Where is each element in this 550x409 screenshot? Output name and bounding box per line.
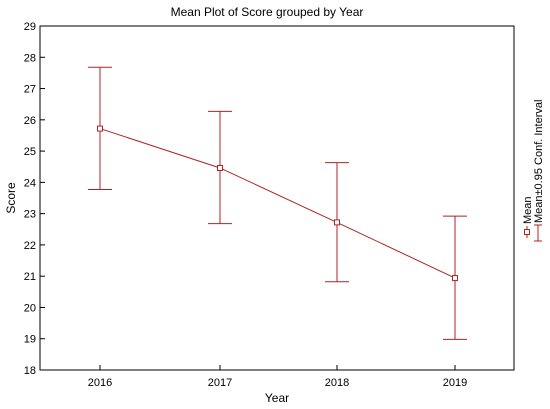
x-tick-label: 2019 bbox=[443, 377, 467, 389]
y-tick-label: 18 bbox=[24, 365, 36, 377]
x-tick-label: 2018 bbox=[325, 377, 349, 389]
y-tick-label: 26 bbox=[24, 115, 36, 127]
mean-line bbox=[99, 128, 456, 279]
mean-point bbox=[97, 125, 103, 132]
y-tick-label: 28 bbox=[24, 52, 36, 64]
y-tick-label: 24 bbox=[24, 177, 36, 189]
y-tick-label: 27 bbox=[24, 84, 36, 96]
legend-mean-label: Mean bbox=[522, 196, 534, 224]
legend-ci-marker bbox=[534, 224, 542, 242]
legend-ci-label: Mean±0.95 Conf. Interval bbox=[533, 100, 545, 223]
mean-point bbox=[452, 275, 458, 282]
series-layer bbox=[88, 66, 467, 340]
y-axis-label: Score bbox=[4, 182, 18, 214]
y-tick-label: 21 bbox=[24, 271, 36, 283]
y-tick-label: 29 bbox=[24, 21, 36, 33]
x-tick-label: 2016 bbox=[88, 377, 112, 389]
y-axis: 18 19 20 21 22 23 24 25 26 27 28 29 bbox=[24, 21, 45, 377]
x-tick-label: 2017 bbox=[208, 377, 232, 389]
y-tick-label: 25 bbox=[24, 146, 36, 158]
legend-mean-marker bbox=[524, 226, 530, 238]
plot-area-frame bbox=[39, 25, 515, 371]
y-tick-label: 19 bbox=[24, 334, 36, 346]
chart-title: Mean Plot of Score grouped by Year bbox=[171, 5, 364, 19]
x-axis-label: Year bbox=[265, 391, 289, 405]
legend: Mean Mean±0.95 Conf. Interval bbox=[522, 100, 545, 242]
y-tick-label: 20 bbox=[24, 302, 36, 314]
mean-point bbox=[334, 219, 340, 226]
mean-point bbox=[217, 164, 223, 171]
y-tick-label: 23 bbox=[24, 209, 36, 221]
y-tick-label: 22 bbox=[24, 240, 36, 252]
x-axis: 2016 2017 2018 2019 bbox=[88, 365, 467, 389]
